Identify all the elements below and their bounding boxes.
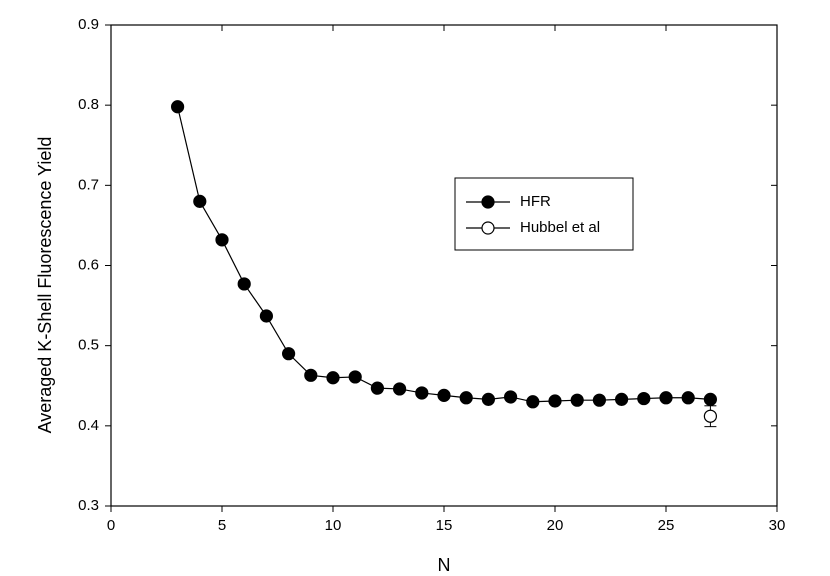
- data-point: [703, 392, 718, 406]
- x-tick-label: 15: [436, 517, 453, 534]
- legend-marker: [481, 195, 495, 209]
- data-point: [681, 391, 695, 405]
- y-tick-label: 0.6: [78, 256, 99, 273]
- data-point: [171, 100, 185, 114]
- data-point: [459, 391, 473, 405]
- data-point: [526, 395, 540, 409]
- data-point: [415, 386, 429, 400]
- data-point: [437, 388, 451, 402]
- data-point: [637, 391, 651, 406]
- y-tick-label: 0.5: [78, 337, 99, 354]
- data-point: [570, 393, 584, 407]
- y-axis-label: Averaged K-Shell Fluorescence Yield: [35, 137, 55, 434]
- x-axis-label: N: [438, 555, 451, 575]
- data-point: [393, 382, 407, 396]
- data-point: [237, 277, 251, 291]
- data-point: [326, 371, 340, 385]
- x-tick-label: 0: [107, 517, 115, 534]
- legend-label: HFR: [520, 193, 551, 210]
- y-tick-label: 0.4: [78, 417, 99, 434]
- series-line: [177, 106, 711, 403]
- data-point: [548, 394, 562, 408]
- data-point: [703, 409, 718, 423]
- plot-frame: [110, 24, 778, 507]
- data-point: [659, 391, 673, 405]
- y-tick-label: 0.9: [78, 16, 99, 33]
- x-tick-label: 5: [218, 517, 226, 534]
- data-point: [348, 370, 362, 384]
- x-tick-label: 30: [769, 517, 786, 534]
- y-tick-label: 0.8: [78, 96, 99, 113]
- legend-label: Hubbel et al: [520, 219, 600, 236]
- x-tick-label: 20: [547, 517, 564, 534]
- data-point: [193, 194, 207, 208]
- data-point: [592, 393, 607, 407]
- data-point: [370, 381, 384, 395]
- data-point: [215, 233, 229, 247]
- y-tick-label: 0.3: [78, 497, 99, 514]
- data-point: [504, 390, 518, 404]
- data-point: [304, 368, 318, 382]
- legend-marker: [481, 221, 495, 235]
- x-tick-label: 10: [325, 517, 342, 534]
- x-tick-label: 25: [658, 517, 675, 534]
- y-tick-label: 0.7: [78, 176, 99, 193]
- data-point: [614, 392, 629, 406]
- data-point: [481, 392, 495, 406]
- data-point: [259, 309, 273, 323]
- data-point: [282, 347, 296, 361]
- legend-box: [454, 177, 634, 251]
